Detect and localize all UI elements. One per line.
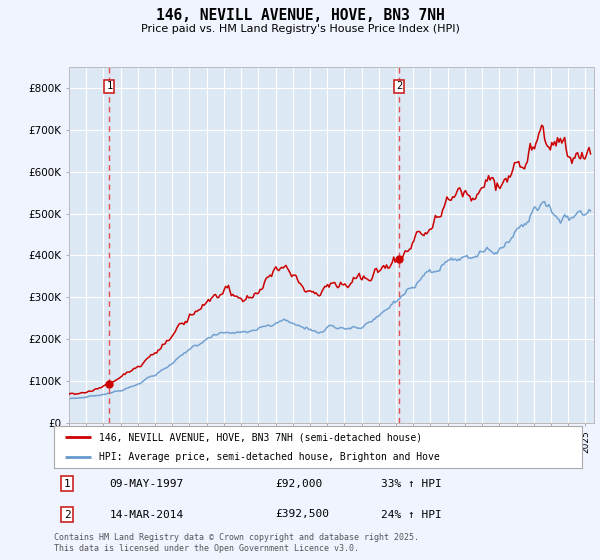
Text: 14-MAR-2014: 14-MAR-2014 [109, 510, 184, 520]
Text: Contains HM Land Registry data © Crown copyright and database right 2025.
This d: Contains HM Land Registry data © Crown c… [54, 533, 419, 553]
Text: £392,500: £392,500 [276, 510, 330, 520]
Text: 146, NEVILL AVENUE, HOVE, BN3 7NH: 146, NEVILL AVENUE, HOVE, BN3 7NH [155, 8, 445, 24]
Text: 09-MAY-1997: 09-MAY-1997 [109, 479, 184, 489]
Text: HPI: Average price, semi-detached house, Brighton and Hove: HPI: Average price, semi-detached house,… [99, 452, 440, 461]
Text: 146, NEVILL AVENUE, HOVE, BN3 7NH (semi-detached house): 146, NEVILL AVENUE, HOVE, BN3 7NH (semi-… [99, 432, 422, 442]
Text: 33% ↑ HPI: 33% ↑ HPI [382, 479, 442, 489]
Text: 1: 1 [106, 81, 113, 91]
Text: 2: 2 [64, 510, 71, 520]
Text: 1: 1 [64, 479, 71, 489]
Text: £92,000: £92,000 [276, 479, 323, 489]
Text: 24% ↑ HPI: 24% ↑ HPI [382, 510, 442, 520]
Text: Price paid vs. HM Land Registry's House Price Index (HPI): Price paid vs. HM Land Registry's House … [140, 24, 460, 34]
Text: 2: 2 [397, 81, 403, 91]
